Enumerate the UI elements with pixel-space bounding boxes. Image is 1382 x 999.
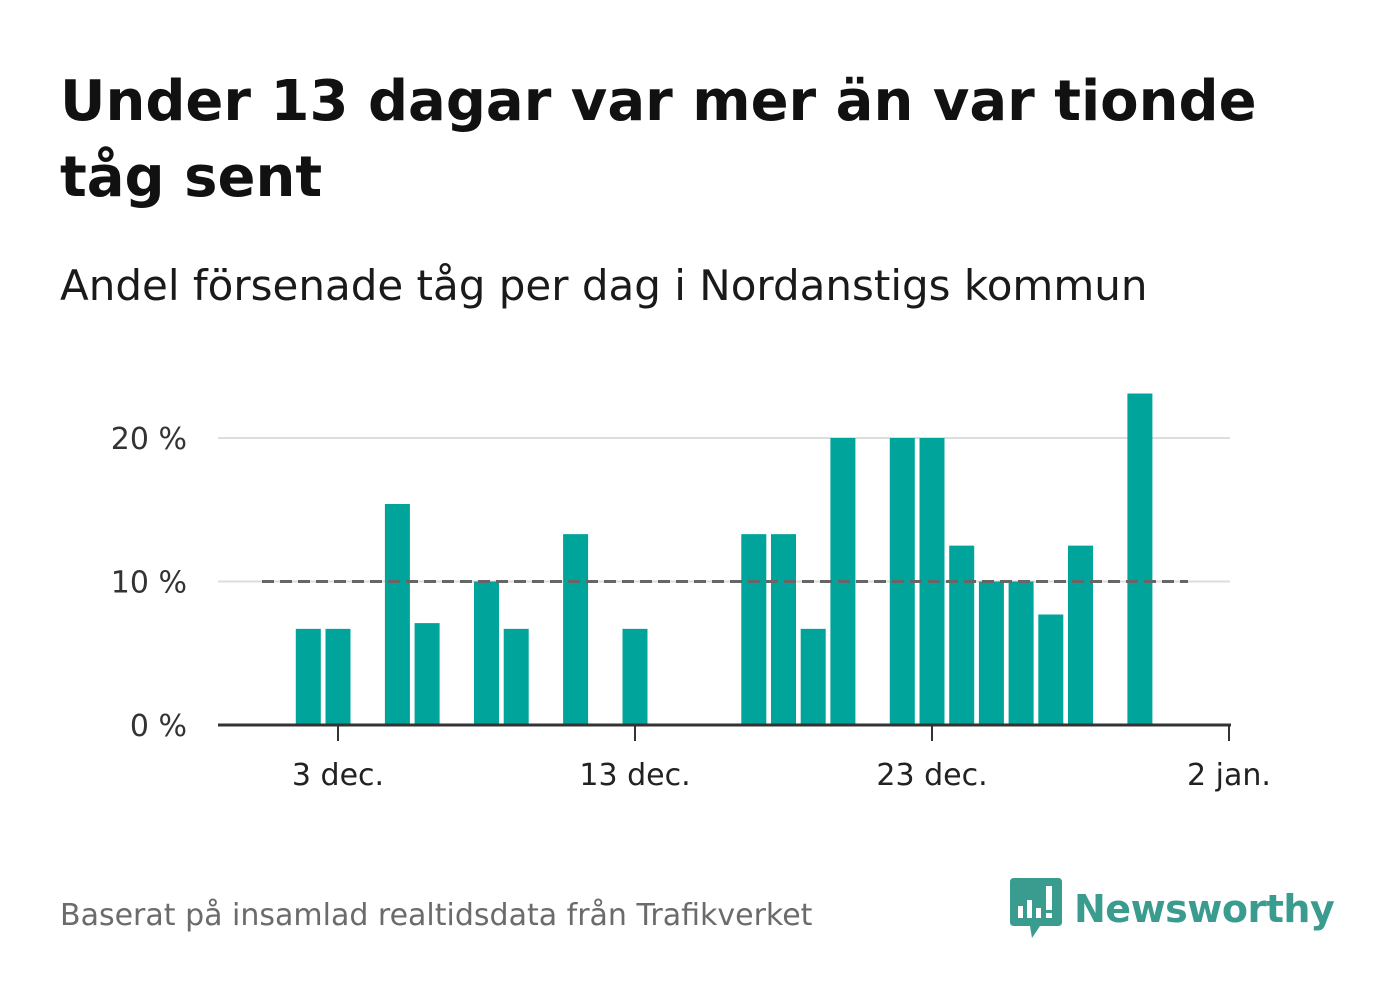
bar [1127, 393, 1153, 725]
chart-title: Under 13 dagar var mer än var tionde tåg… [60, 69, 1257, 210]
bar [1038, 614, 1064, 725]
bar [622, 628, 648, 725]
bar [474, 581, 499, 725]
bar [1068, 545, 1093, 725]
newsworthy-logo: Newsworthy [1010, 878, 1335, 940]
bar [325, 628, 351, 725]
bar [741, 534, 767, 725]
chart-subtitle: Andel försenade tåg per dag i Nordanstig… [60, 261, 1148, 310]
bar [771, 534, 796, 725]
brand-name: Newsworthy [1074, 887, 1335, 931]
bar [978, 581, 1004, 725]
y-tick-label: 10 % [111, 566, 187, 601]
bar [503, 628, 529, 725]
bar [563, 534, 589, 725]
x-tick-label: 2 jan. [1187, 758, 1271, 793]
bar [295, 628, 321, 725]
bar [949, 545, 975, 725]
source-note: Baserat på insamlad realtidsdata från Tr… [60, 898, 813, 933]
y-tick-label: 20 % [111, 422, 187, 457]
bar-chart: 0 % 10 % 20 % 3 dec. 13 dec. 23 dec. 2 jan. [111, 393, 1271, 793]
bar [414, 623, 440, 725]
bar [1008, 581, 1034, 725]
x-tick-label: 3 dec. [292, 758, 384, 793]
bar [800, 628, 826, 725]
newsworthy-logo-icon [1010, 878, 1062, 938]
bar [384, 504, 410, 725]
x-tick-label: 13 dec. [579, 758, 690, 793]
y-tick-label: 0 % [130, 709, 187, 744]
x-tick-label: 23 dec. [876, 758, 987, 793]
